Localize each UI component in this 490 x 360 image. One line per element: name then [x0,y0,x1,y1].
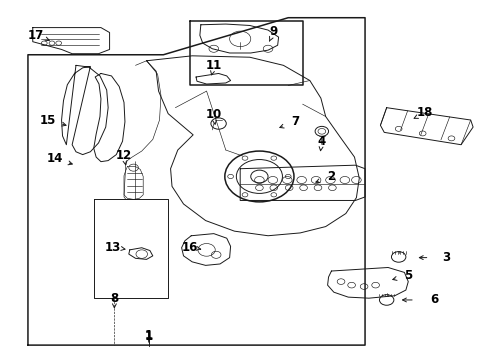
Text: 3: 3 [442,251,451,264]
Text: 17: 17 [28,29,44,42]
Text: 5: 5 [404,269,413,282]
Text: 18: 18 [417,107,433,120]
Text: 8: 8 [110,292,119,305]
Text: 1: 1 [145,329,153,342]
Text: 12: 12 [116,149,132,162]
Text: 1: 1 [145,330,153,343]
Text: 2: 2 [327,170,336,183]
Text: 15: 15 [40,113,56,126]
Text: 7: 7 [292,115,299,128]
Text: 6: 6 [431,293,439,306]
Text: 11: 11 [206,59,222,72]
Text: 9: 9 [270,25,278,38]
Text: 13: 13 [105,240,121,253]
Text: 14: 14 [47,152,64,165]
Text: 10: 10 [206,108,222,121]
Text: 16: 16 [182,240,198,253]
Text: 4: 4 [318,135,326,148]
